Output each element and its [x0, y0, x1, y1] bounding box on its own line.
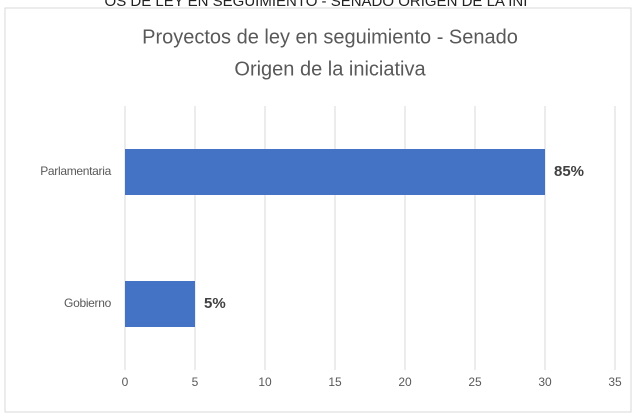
chart-subtitle: Origen de la iniciativa	[234, 58, 426, 80]
x-tick-label: 20	[398, 375, 412, 389]
y-tick-label: Gobierno	[64, 296, 112, 310]
chart-title: Proyectos de ley en seguimiento - Senado	[142, 26, 518, 48]
chart-frame	[4, 7, 632, 413]
x-tick-label: 10	[258, 375, 272, 389]
x-tick-label: 35	[608, 375, 622, 389]
bar	[125, 281, 195, 327]
x-tick-label: 5	[192, 375, 199, 389]
data-label: 85%	[554, 163, 584, 180]
header-text: OS DE LEY EN SEGUIMIENTO - SENADO ORIGEN…	[105, 0, 528, 10]
x-tick-label: 15	[328, 375, 342, 389]
data-label: 5%	[204, 295, 226, 312]
y-tick-label: Parlamentaria	[40, 164, 111, 178]
bar	[125, 149, 545, 195]
x-tick-label: 30	[538, 375, 552, 389]
x-tick-label: 0	[122, 375, 129, 389]
x-tick-label: 25	[468, 375, 482, 389]
